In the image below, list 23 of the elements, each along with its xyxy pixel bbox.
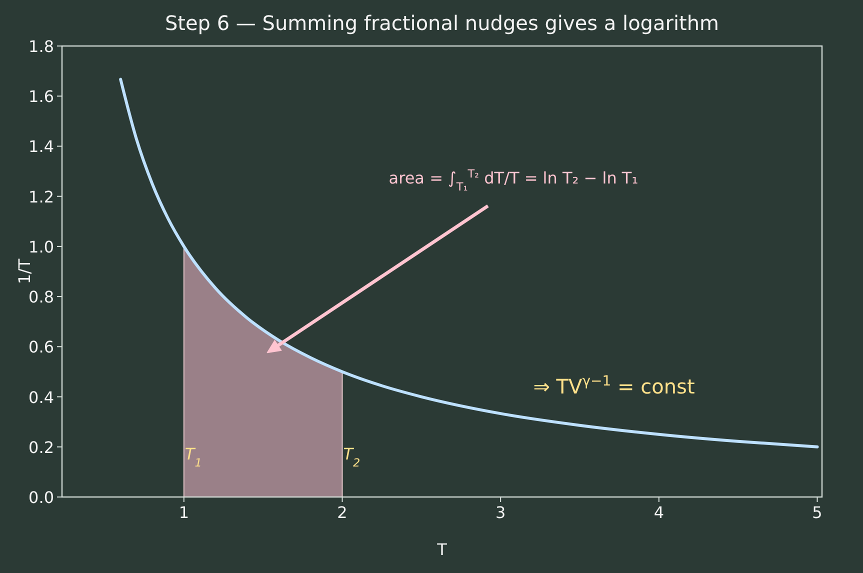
x-tick-label: 1 <box>178 503 190 522</box>
y-tick-label: 0.8 <box>28 288 54 307</box>
y-tick-label: 1.2 <box>28 187 54 206</box>
y-axis-title: 1/T <box>15 258 34 284</box>
x-axis-title: T <box>436 540 448 559</box>
annotation: T$_{1}$ <box>184 444 202 469</box>
y-tick-label: 0.4 <box>28 388 54 407</box>
y-tick-label: 0.2 <box>28 438 54 457</box>
y-tick-label: 1.4 <box>28 137 54 156</box>
y-tick-label: 0.6 <box>28 338 54 357</box>
chart-title: Step 6 — Summing fractional nudges gives a logarithm <box>164 11 720 35</box>
x-tick-label: 5 <box>812 503 822 522</box>
x-tick-label: 3 <box>495 503 506 522</box>
x-tick-label: 4 <box>654 503 664 522</box>
annotation: T$_{2}$ <box>343 444 360 469</box>
annotation: ⇒ TV$^{γ−1}$ = const <box>533 373 695 398</box>
y-tick-label: 1.8 <box>28 37 54 56</box>
y-tick-label: 0.0 <box>28 488 54 507</box>
y-tick-label: 1.6 <box>28 87 54 106</box>
line-series <box>119 78 819 448</box>
y-tick-label: 1.0 <box>28 237 54 256</box>
x-tick-label: 2 <box>337 503 348 522</box>
annotation: area = ∫$_{T₁}$$^{T₂}$ dT/T = ln T₂ − ln T₁ <box>388 167 638 194</box>
